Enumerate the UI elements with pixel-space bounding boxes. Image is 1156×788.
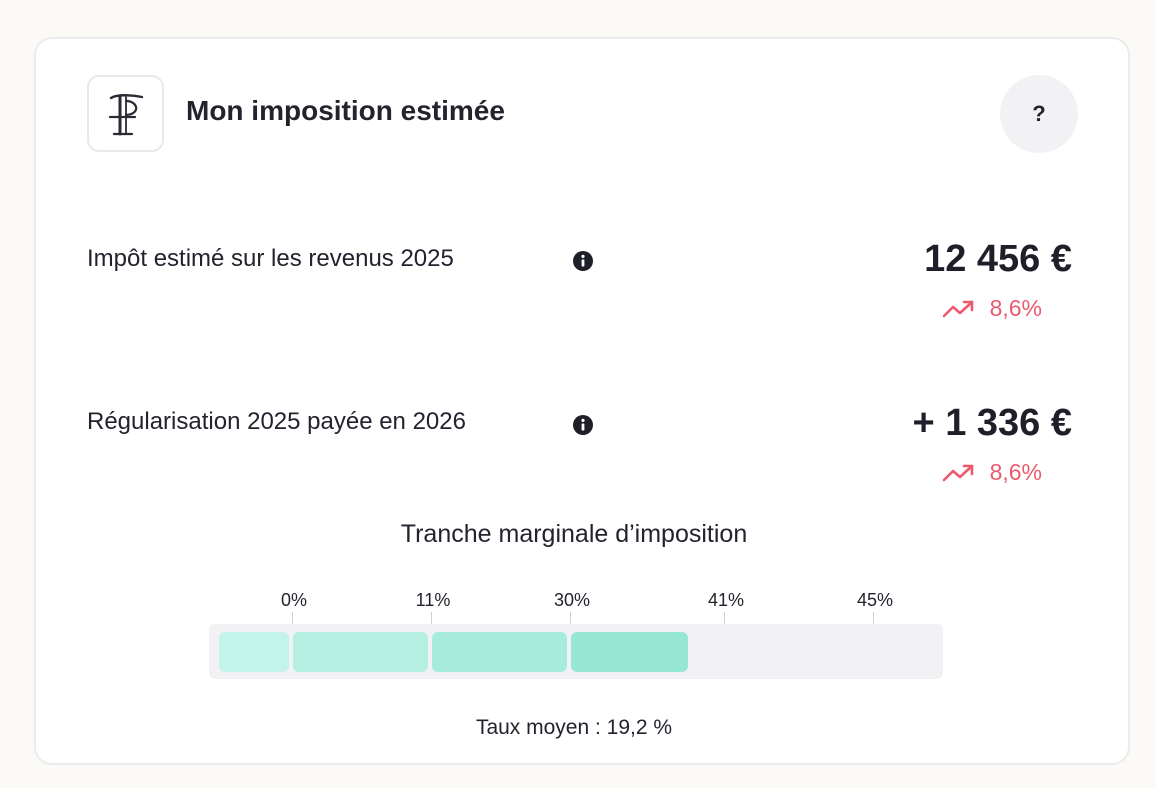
- tick-mark: [873, 612, 874, 624]
- tick-label-30: 30%: [553, 590, 591, 610]
- delta-value: 8,6%: [989, 295, 1042, 321]
- estimated-tax-label: Impôt estimé sur les revenus 2025: [87, 245, 454, 272]
- regularisation-amount: + 1 336 €: [912, 402, 1072, 444]
- bracket-segment-30: [432, 632, 567, 672]
- regularisation-label: Régularisation 2025 payée en 2026: [87, 408, 466, 435]
- bracket-segment-current: [571, 632, 688, 672]
- bracket-bar: [209, 624, 943, 679]
- estimated-tax-amount: 12 456 €: [924, 238, 1072, 280]
- estimated-tax-delta: 8,6%: [942, 295, 1042, 322]
- tick-label-11: 11%: [415, 590, 451, 610]
- trending-up-icon: [942, 300, 973, 317]
- tick-mark: [292, 612, 293, 624]
- tick-label-45: 45%: [856, 590, 894, 610]
- tax-estimate-card: Mon imposition estimée ? Impôt estimé su…: [34, 37, 1130, 765]
- fiscal-f-logo-icon: [108, 94, 144, 136]
- tick-mark: [570, 612, 571, 624]
- tick-label-41: 41%: [707, 590, 745, 610]
- trending-up-icon: [942, 464, 973, 481]
- tick-mark: [724, 612, 725, 624]
- average-rate: Taux moyen : 19,2 %: [475, 716, 673, 739]
- tick-mark: [431, 612, 432, 624]
- card-title: Mon imposition estimée: [186, 95, 505, 126]
- regularisation-delta: 8,6%: [942, 459, 1042, 486]
- help-button[interactable]: ?: [1000, 75, 1078, 153]
- marginal-bracket-title: Tranche marginale d’imposition: [400, 520, 748, 548]
- tick-label-0: 0%: [280, 590, 308, 610]
- fiscal-logo: [87, 75, 164, 152]
- info-icon[interactable]: [573, 251, 593, 271]
- info-icon[interactable]: [573, 415, 593, 435]
- bracket-segment-11: [293, 632, 428, 672]
- bracket-segment-0: [219, 632, 289, 672]
- delta-value: 8,6%: [989, 459, 1042, 485]
